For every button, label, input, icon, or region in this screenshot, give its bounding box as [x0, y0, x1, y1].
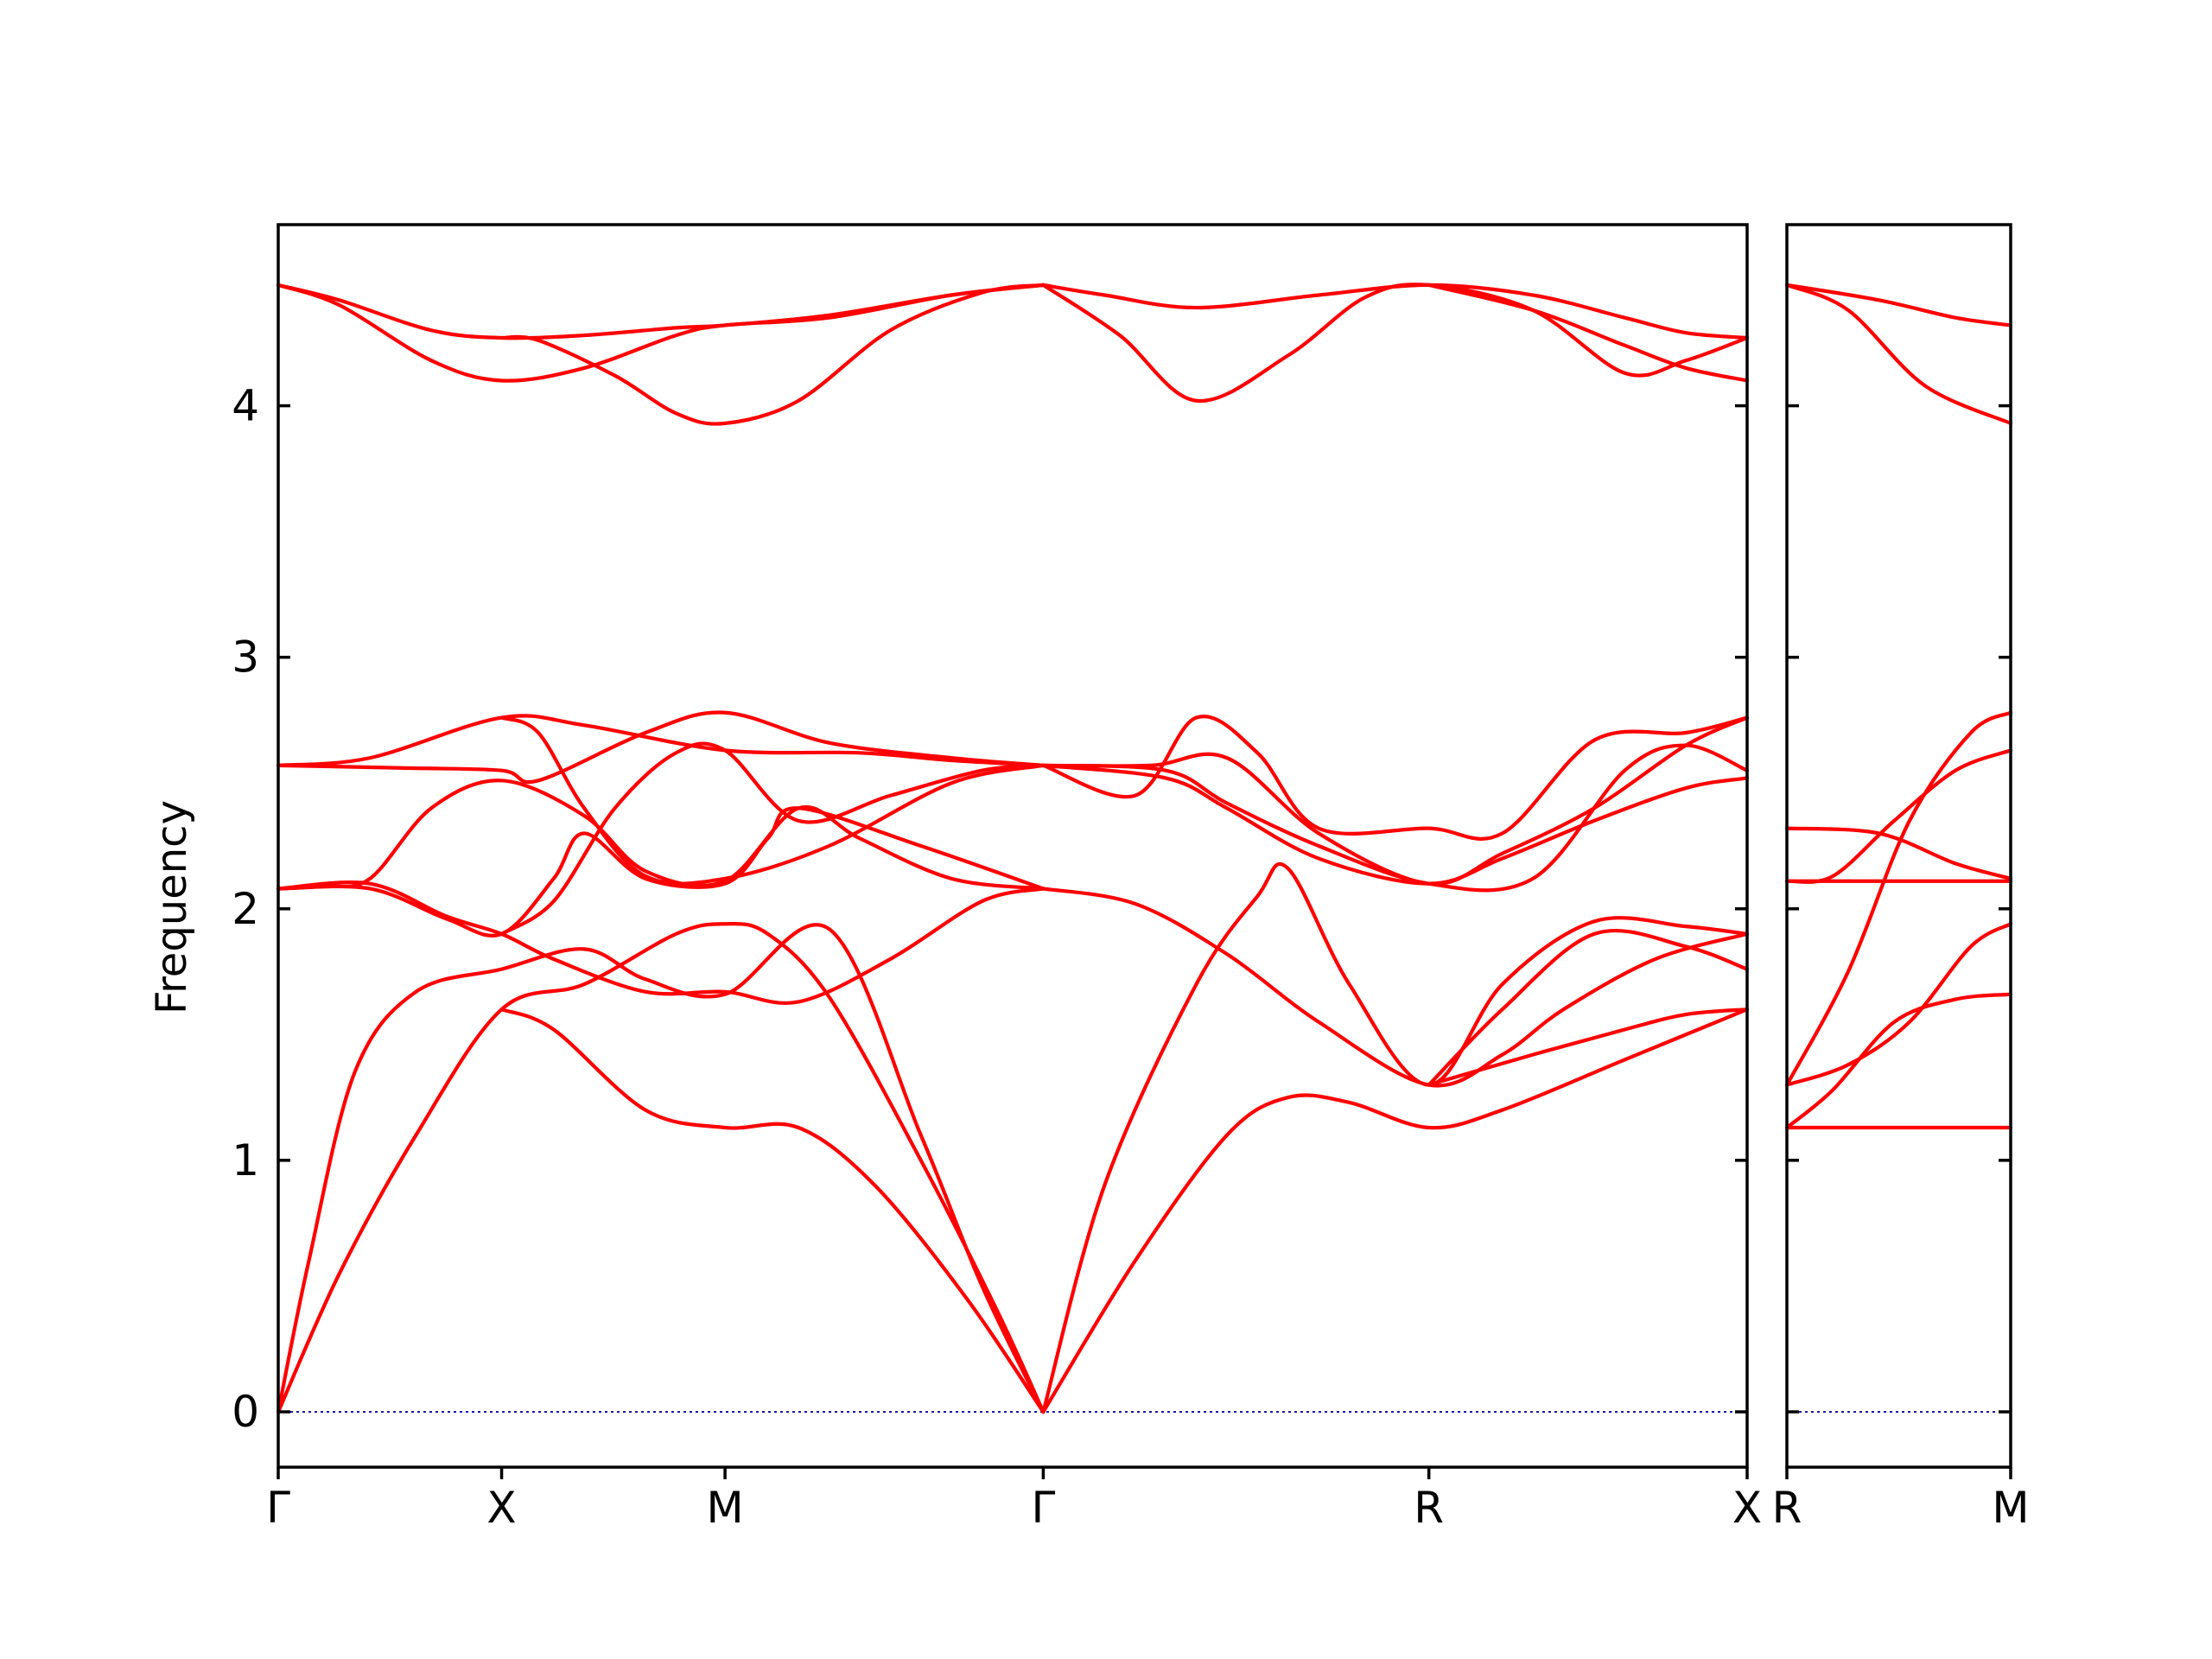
y-tick-label: 2: [232, 884, 259, 934]
band-line-7: [276, 714, 1046, 767]
y-tick-label: 0: [232, 1387, 259, 1437]
band-line-10: [276, 806, 1046, 938]
y-tick-label: 4: [232, 381, 259, 431]
band-line-19: [1041, 715, 1750, 841]
band-line-5: [1041, 283, 1750, 404]
band-line-17: [1041, 715, 1750, 887]
band-line-6: [1427, 283, 1750, 383]
band-line-4: [1784, 826, 2013, 880]
band-line-23: [1427, 929, 1750, 1087]
band-line-6: [1784, 710, 2013, 1087]
band-line-9: [276, 779, 1046, 891]
x-tick-label: M: [707, 1483, 744, 1533]
x-tick-label: R: [1772, 1483, 1802, 1533]
band-line-7: [1784, 922, 2013, 1087]
panel-1: 0 1 2 3 4 Γ X M Γ R X: [232, 223, 1762, 1533]
band-line-1: [1784, 283, 2013, 327]
band-line-11: [499, 741, 1046, 936]
y-tick-label: 1: [232, 1135, 259, 1185]
band-line-12: [499, 715, 1046, 886]
band-line-4: [1041, 283, 1750, 340]
band-line-8: [1784, 992, 2013, 1130]
x-tick-label: Γ: [266, 1483, 290, 1533]
y-tick-label: 3: [232, 632, 259, 683]
band-line-16: [499, 1007, 1046, 1414]
band-line-15: [276, 921, 1046, 1414]
band-line-13: [276, 880, 1046, 1005]
plot-frame: [1785, 223, 2012, 1469]
x-tick-label: R: [1414, 1483, 1444, 1533]
band-line-8: [276, 710, 1046, 785]
x-tick-label: Γ: [1031, 1483, 1055, 1533]
x-tick-label: X: [1732, 1483, 1762, 1533]
x-tick-label: X: [486, 1483, 516, 1533]
band-line-2: [276, 283, 1046, 383]
band-line-22: [1041, 861, 1750, 1414]
band-line-25: [1041, 1007, 1750, 1414]
y-axis-label: Frequency: [148, 800, 196, 1014]
band-line-24: [1427, 1007, 1750, 1087]
band-line-2: [1784, 283, 2013, 426]
plot-frame: [276, 223, 1749, 1469]
band-line-3: [499, 283, 1046, 426]
band-line-20: [1041, 763, 1750, 886]
band-line-14: [276, 923, 1046, 1414]
band-line-18: [1041, 743, 1750, 893]
x-tick-label: M: [1992, 1483, 2029, 1533]
band-line-5: [1784, 748, 2013, 884]
